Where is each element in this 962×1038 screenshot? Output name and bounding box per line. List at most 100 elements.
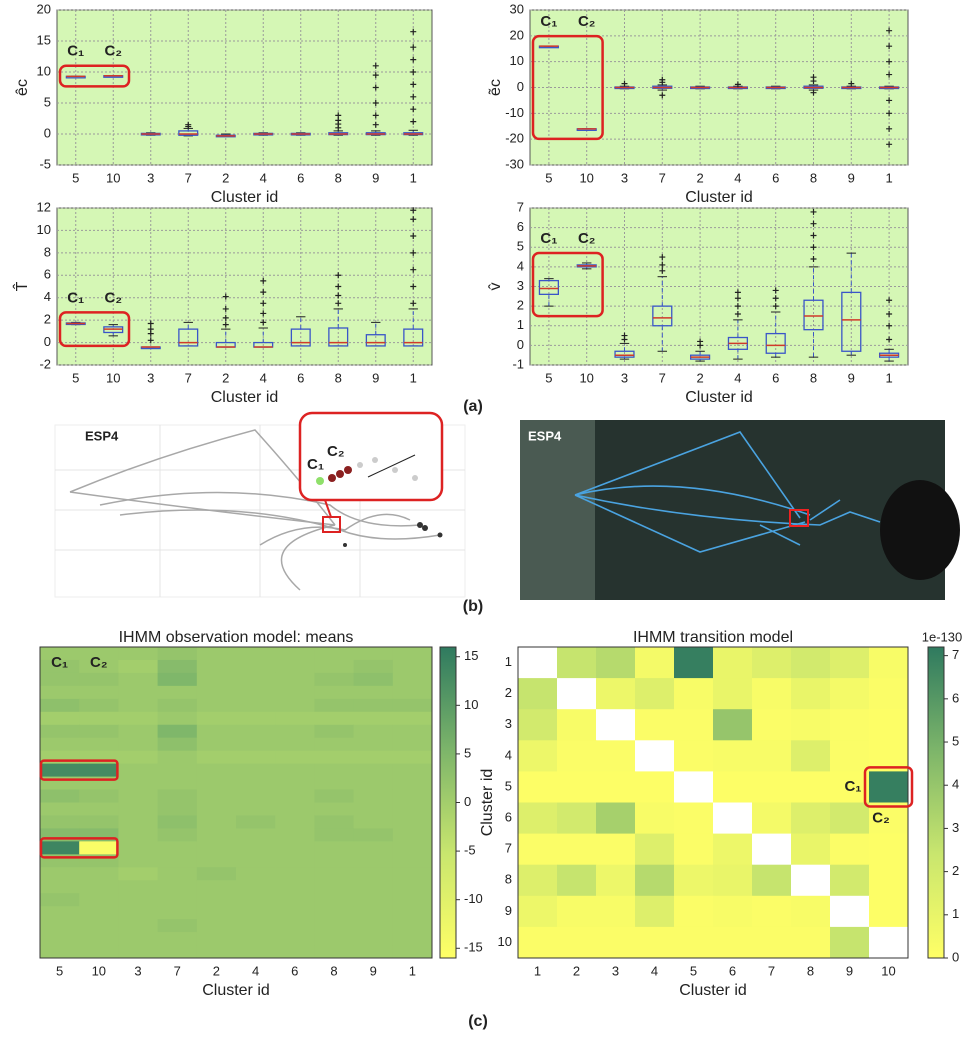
y-tick-label: 4 xyxy=(517,258,524,273)
heat-cell xyxy=(354,712,394,725)
heat-cell xyxy=(236,828,276,841)
heat-cell xyxy=(197,919,237,932)
heat-cell xyxy=(158,893,198,906)
x-tick-label: 8 xyxy=(810,170,817,185)
heat-cell xyxy=(314,764,354,777)
x-tick-label: 2 xyxy=(213,963,220,978)
heat-cell xyxy=(869,834,909,866)
heat-cell xyxy=(635,771,675,803)
annotation: C₂ xyxy=(105,289,123,306)
y-tick-label: 1 xyxy=(505,654,512,669)
heat-cell xyxy=(236,790,276,803)
heat-cell xyxy=(791,834,831,866)
inset-point xyxy=(316,477,324,485)
heat-cell xyxy=(40,686,80,699)
x-tick-label: 4 xyxy=(734,370,741,385)
heat-cell xyxy=(197,854,237,867)
colorbar-tick-label: 1 xyxy=(952,906,959,921)
x-tick-label: 6 xyxy=(729,963,736,978)
y-tick-label: -1 xyxy=(512,356,524,371)
heat-cell xyxy=(791,927,831,959)
heat-cell xyxy=(158,673,198,686)
y-tick-label: 8 xyxy=(505,872,512,887)
heat-cell xyxy=(158,725,198,738)
x-tick-label: 1 xyxy=(410,170,417,185)
y-tick-label: 10 xyxy=(498,934,512,949)
heat-cell xyxy=(40,725,80,738)
heat-cell xyxy=(635,927,675,959)
heat-cell xyxy=(752,678,792,710)
inset-point xyxy=(336,470,344,478)
x-tick-label: 1 xyxy=(410,370,417,385)
x-tick-label: 6 xyxy=(297,370,304,385)
heat-cell xyxy=(236,803,276,816)
heat-cell xyxy=(197,738,237,751)
heat-cell xyxy=(40,906,80,919)
heat-cell xyxy=(158,790,198,803)
heat-cell xyxy=(354,828,394,841)
heat-cell xyxy=(713,834,753,866)
heat-cell xyxy=(275,841,315,854)
heat-cell xyxy=(354,867,394,880)
heat-cell xyxy=(354,790,394,803)
x-tick-label: 5 xyxy=(72,170,79,185)
x-tick-label: 9 xyxy=(372,370,379,385)
y-tick-label: -5 xyxy=(39,156,51,171)
heat-cell xyxy=(79,712,119,725)
heat-cell xyxy=(118,751,158,764)
heat-cell xyxy=(236,699,276,712)
heat-cell xyxy=(40,751,80,764)
heat-cell xyxy=(393,751,433,764)
heat-cell xyxy=(635,834,675,866)
y-tick-label: -30 xyxy=(505,156,524,171)
heat-cell xyxy=(557,771,597,803)
annotation: C₁ xyxy=(540,13,557,30)
heat-cell xyxy=(197,932,237,945)
heat-cell xyxy=(752,865,792,897)
x-tick-label: 7 xyxy=(174,963,181,978)
x-tick-label: 4 xyxy=(252,963,259,978)
heat-cell xyxy=(118,725,158,738)
heat-cell xyxy=(557,803,597,835)
heat-cell xyxy=(354,673,394,686)
heat-cell xyxy=(869,771,909,803)
heat-cell xyxy=(118,828,158,841)
heat-cell xyxy=(314,880,354,893)
heat-cell xyxy=(314,790,354,803)
heat-cell xyxy=(393,738,433,751)
x-axis-label: Cluster id xyxy=(685,189,753,206)
heat-cell xyxy=(354,854,394,867)
heat-cell xyxy=(118,790,158,803)
heat-cell xyxy=(236,880,276,893)
heat-cell xyxy=(393,790,433,803)
y-tick-label: 10 xyxy=(37,63,51,78)
heat-cell xyxy=(197,803,237,816)
heat-cell xyxy=(314,854,354,867)
heat-cell xyxy=(596,927,636,959)
x-tick-label: 4 xyxy=(260,370,267,385)
heat-cell xyxy=(79,828,119,841)
inset-point xyxy=(328,474,336,482)
heat-cell xyxy=(275,673,315,686)
heat-cell xyxy=(596,740,636,772)
heat-cell xyxy=(236,906,276,919)
x-tick-label: 2 xyxy=(222,370,229,385)
x-tick-label: 4 xyxy=(651,963,658,978)
heat-cell xyxy=(518,740,558,772)
heat-cell xyxy=(674,771,714,803)
annotation: C₂ xyxy=(105,43,123,60)
heat-cell xyxy=(354,764,394,777)
annotation: C₂ xyxy=(872,809,890,826)
x-tick-label: 8 xyxy=(335,170,342,185)
x-tick-label: 1 xyxy=(409,963,416,978)
heat-cell xyxy=(596,771,636,803)
heat-cell xyxy=(118,932,158,945)
heat-cell xyxy=(314,828,354,841)
y-tick-label: 6 xyxy=(505,809,512,824)
heat-cell xyxy=(518,803,558,835)
heat-cell xyxy=(354,945,394,958)
x-tick-label: 3 xyxy=(612,963,619,978)
y-tick-label: 10 xyxy=(510,53,524,68)
heat-cell xyxy=(752,927,792,959)
heat-cell xyxy=(674,678,714,710)
